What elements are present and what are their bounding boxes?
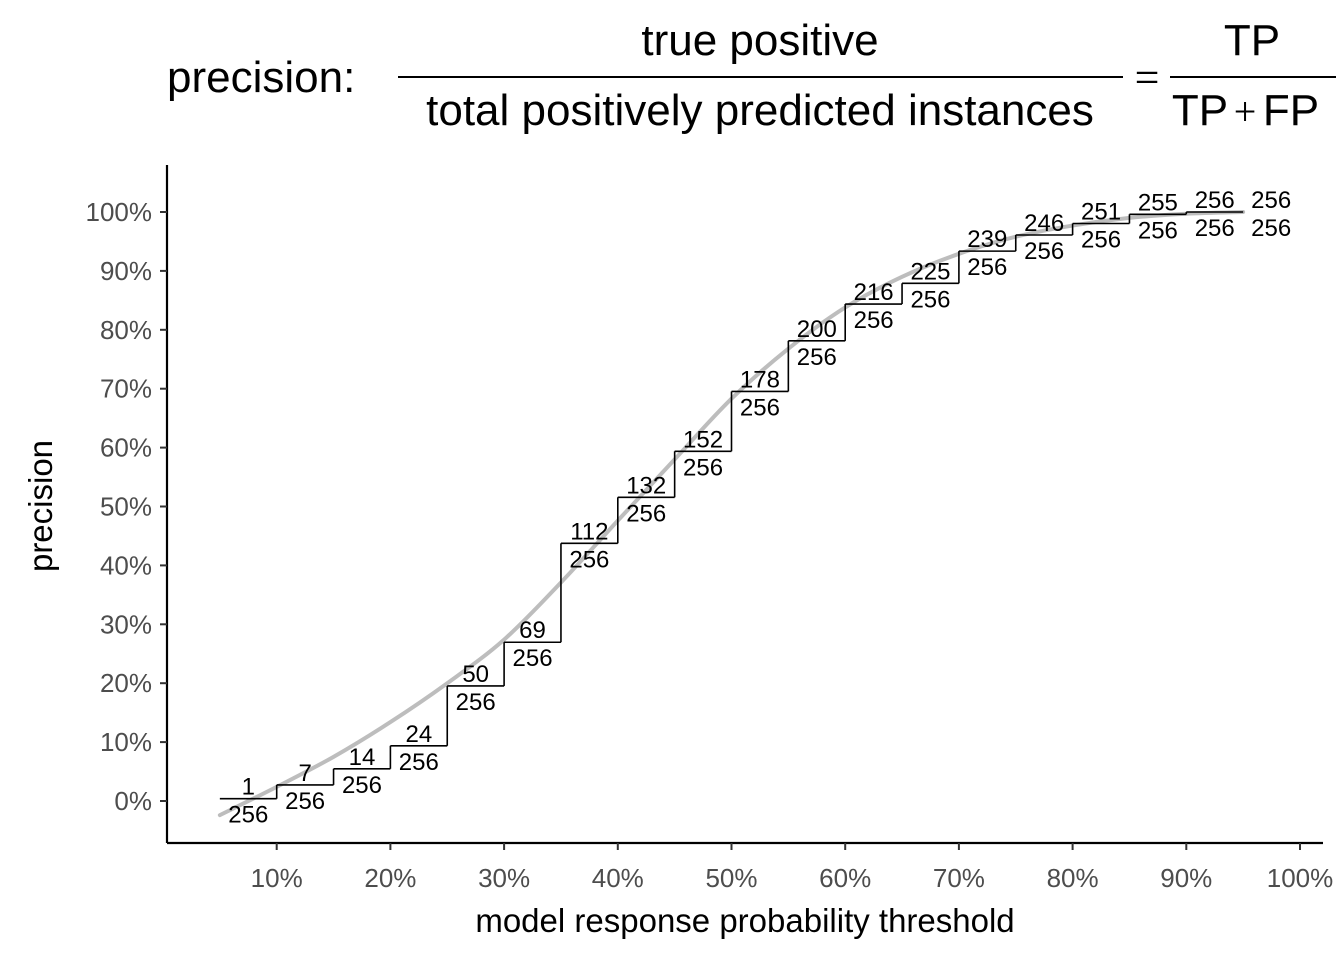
x-axis-title: model response probability threshold — [475, 902, 1014, 939]
fraction-numerator: 256 — [1251, 187, 1291, 214]
fraction-numerator: 1 — [242, 774, 255, 801]
fraction-numerator: 69 — [519, 617, 546, 644]
x-ticks: 10% 20% 30% 40% 50% 60% 70% 80% 90% 100% — [251, 843, 1334, 893]
fraction-numerator: 50 — [462, 661, 489, 688]
fraction-denominator: 256 — [683, 454, 723, 481]
fraction-numerator: 112 — [570, 518, 608, 545]
x-tick-label: 30% — [478, 863, 530, 893]
y-tick-label: 100% — [86, 197, 153, 227]
fraction-numerator: 178 — [740, 366, 780, 393]
fraction-numerator: 14 — [349, 744, 376, 771]
fraction-denominator: 256 — [342, 772, 382, 799]
step-line-layer — [219, 211, 1244, 800]
fraction-numerator: 255 — [1138, 189, 1178, 216]
fraction-numerator: 132 — [626, 472, 666, 499]
fraction-labels: 1256725614256242565025669256112256132256… — [228, 187, 1291, 829]
y-tick-label: 0% — [114, 786, 152, 816]
smooth-precision-curve — [217, 210, 1246, 818]
formula-header: precision: true positive total positivel… — [167, 16, 1336, 135]
fraction-denominator: 256 — [228, 802, 268, 829]
fraction-numerator: 256 — [1195, 187, 1235, 214]
y-tick-label: 30% — [100, 609, 152, 639]
formula-equals: = — [1135, 53, 1160, 102]
y-tick-label: 90% — [100, 256, 152, 286]
fraction-denominator: 256 — [285, 788, 325, 815]
y-tick-label: 20% — [100, 668, 152, 698]
formula-rhs-den-fp: FP — [1263, 86, 1319, 135]
fraction-denominator: 256 — [513, 645, 553, 672]
formula-rhs-plus: + — [1234, 89, 1257, 134]
fraction-denominator: 256 — [456, 689, 496, 716]
fraction-denominator: 256 — [797, 344, 837, 371]
x-tick-label: 90% — [1160, 863, 1212, 893]
fraction-numerator: 200 — [797, 316, 837, 343]
formula-numerator: true positive — [641, 16, 878, 65]
formula-rhs-den-tp: TP — [1172, 86, 1228, 135]
y-ticks: 0% 10% 20% 30% 40% 50% 60% 70% 80% 90% 100% — [86, 197, 167, 816]
y-tick-label: 10% — [100, 727, 152, 757]
x-tick-label: 50% — [705, 863, 757, 893]
smooth-curve-layer — [217, 210, 1246, 818]
y-tick-label: 50% — [100, 492, 152, 522]
x-tick-label: 60% — [819, 863, 871, 893]
fraction-denominator: 256 — [626, 500, 666, 527]
fraction-numerator: 152 — [683, 426, 723, 453]
fraction-numerator: 7 — [298, 760, 311, 787]
fraction-denominator: 256 — [1138, 217, 1178, 244]
fraction-numerator: 24 — [405, 721, 432, 748]
fraction-numerator: 246 — [1024, 210, 1064, 237]
formula-denominator: total positively predicted instances — [426, 86, 1094, 135]
fraction-denominator: 256 — [854, 307, 894, 334]
fraction-denominator: 256 — [967, 254, 1007, 281]
y-tick-label: 60% — [100, 433, 152, 463]
y-tick-label: 80% — [100, 315, 152, 345]
fraction-numerator: 225 — [910, 258, 950, 285]
fraction-denominator: 256 — [399, 749, 439, 776]
y-tick-label: 40% — [100, 550, 152, 580]
y-tick-label: 70% — [100, 374, 152, 404]
x-tick-label: 70% — [933, 863, 985, 893]
fraction-denominator: 256 — [569, 546, 609, 573]
fraction-numerator: 216 — [854, 279, 894, 306]
fraction-denominator: 256 — [1024, 238, 1064, 265]
fraction-denominator: 256 — [1251, 215, 1291, 242]
formula-rhs-numerator: TP — [1224, 16, 1280, 65]
x-tick-label: 10% — [251, 863, 303, 893]
x-tick-label: 80% — [1047, 863, 1099, 893]
x-tick-label: 40% — [592, 863, 644, 893]
fraction-numerator: 239 — [967, 226, 1007, 253]
fraction-denominator: 256 — [740, 394, 780, 421]
x-tick-label: 100% — [1267, 863, 1334, 893]
y-axis-title: precision — [22, 440, 59, 572]
fraction-numerator: 251 — [1081, 199, 1121, 226]
x-tick-label: 20% — [364, 863, 416, 893]
fraction-denominator: 256 — [910, 286, 950, 313]
fraction-denominator: 256 — [1081, 227, 1121, 254]
fraction-denominator: 256 — [1195, 215, 1235, 242]
formula-lead: precision: — [167, 53, 355, 102]
